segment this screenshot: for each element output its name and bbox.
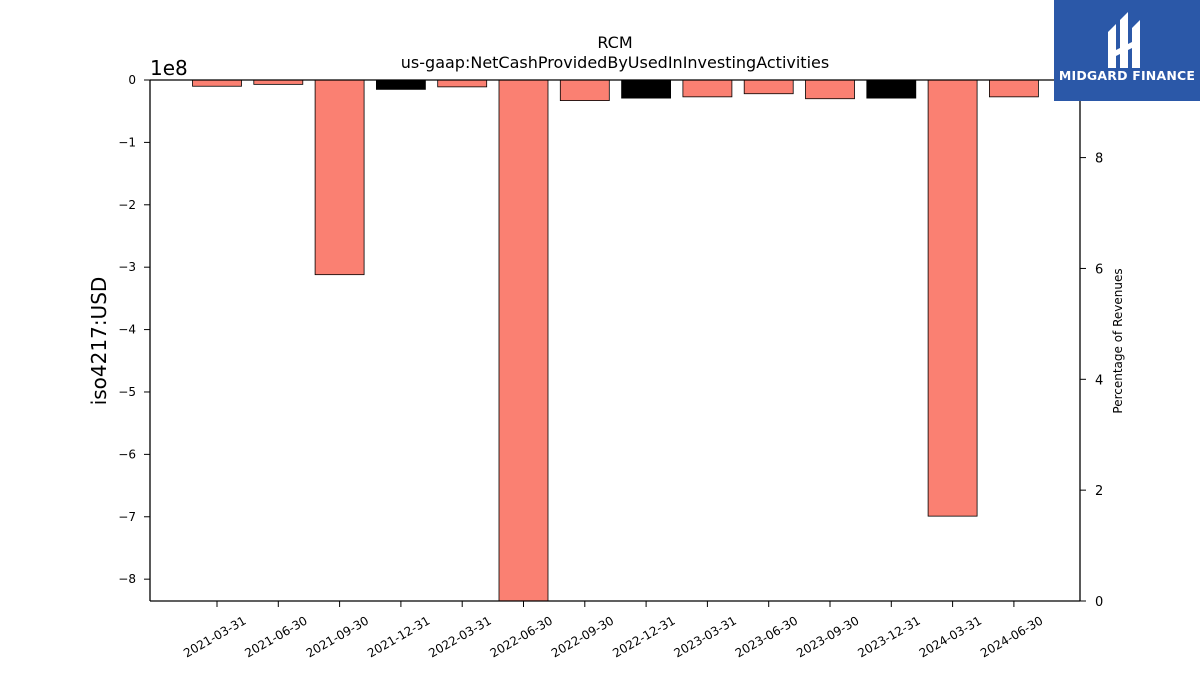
y-tick-label: −4 (118, 323, 136, 337)
chart-subtitle: us-gaap:NetCashProvidedByUsedInInvesting… (401, 53, 829, 72)
y-tick-label: 0 (128, 73, 136, 87)
plot-area: 0 −1 −2 −3 −4 −5 −6 −7 −8 0 2 4 6 8 2021-03-312021-06-… (118, 73, 1103, 660)
y-axis-label: iso4217:USD (87, 277, 111, 406)
bar (682, 79, 733, 98)
y2-tick-label: 6 (1095, 262, 1103, 277)
bar (621, 79, 671, 99)
x-tick-label: 2023-12-31 (855, 613, 922, 660)
chart-title: RCM (597, 33, 632, 52)
x-tick-label: 2024-03-31 (917, 613, 984, 660)
y-tick-label: −8 (118, 572, 136, 586)
y2-tick-label: 2 (1095, 484, 1103, 499)
x-tick-label: 2022-12-31 (610, 613, 677, 660)
y-tick-label: −1 (118, 135, 136, 149)
y2-tick-label: 0 (1095, 595, 1103, 610)
bar (192, 79, 242, 87)
y-tick-label: −7 (118, 510, 136, 524)
x-tick-label: 2022-06-30 (488, 613, 555, 660)
y-offset-label: 1e8 (150, 56, 188, 80)
bar (375, 79, 426, 90)
bar (927, 79, 978, 517)
y-tick-label: −3 (118, 260, 136, 274)
y-tick-label: −6 (118, 447, 136, 461)
x-tick-label: 2024-06-30 (978, 613, 1045, 660)
x-tick-label: 2023-09-30 (794, 613, 861, 660)
logo-text: MIDGARD FINANCE (1058, 68, 1196, 83)
x-tick-label: 2021-09-30 (304, 613, 371, 660)
bar (743, 79, 794, 95)
bar (498, 79, 549, 602)
bar (253, 79, 304, 85)
bar (437, 79, 488, 88)
y-tick-label: −5 (118, 385, 136, 399)
x-tick-label: 2022-03-31 (426, 613, 493, 660)
x-tick-label: 2022-09-30 (549, 613, 616, 660)
x-tick-label: 2021-12-31 (365, 613, 432, 660)
x-tick-label: 2023-03-31 (671, 613, 738, 660)
y2-axis-label: Percentage of Revenues (1111, 268, 1125, 413)
brand-logo: MIDGARD FINANCE (1054, 0, 1200, 101)
bar (559, 79, 610, 101)
x-tick-label: 2023-06-30 (733, 613, 800, 660)
y-tick-label: −2 (118, 198, 136, 212)
bar (805, 79, 855, 100)
x-tick-label: 2021-03-31 (181, 613, 248, 660)
x-tick-label: 2021-06-30 (242, 613, 309, 660)
bar (989, 79, 1039, 98)
bar (866, 79, 917, 99)
y2-tick-label: 4 (1095, 373, 1103, 388)
midgard-logo-icon (1108, 12, 1140, 68)
bar (314, 79, 365, 276)
y2-tick-label: 8 (1095, 152, 1103, 167)
